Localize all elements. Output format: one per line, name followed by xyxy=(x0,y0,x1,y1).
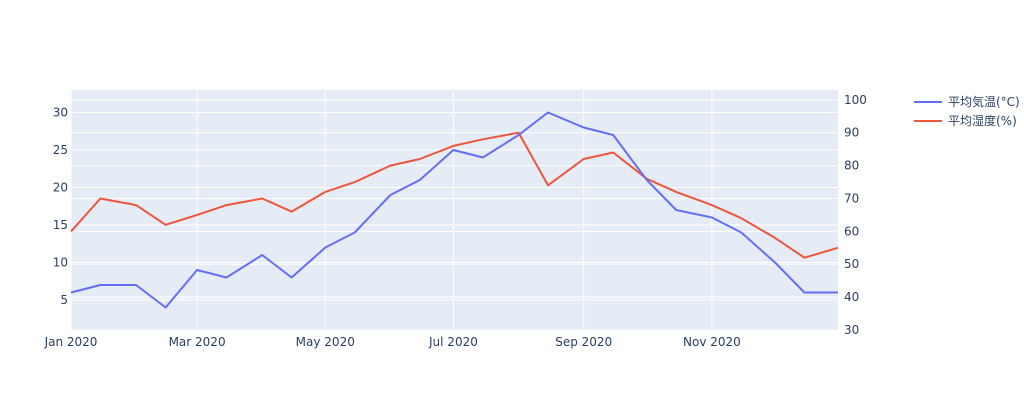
y-tick-label: 15 xyxy=(53,218,68,232)
y2-tick-label: 90 xyxy=(844,126,859,140)
x-tick-label: Mar 2020 xyxy=(169,335,226,349)
legend-label-temperature: 平均気温(°C) xyxy=(948,94,1020,109)
y-axis-right: 30 40 50 60 70 80 90 100 xyxy=(844,93,867,337)
y2-tick-label: 80 xyxy=(844,159,859,173)
x-tick-label: Sep 2020 xyxy=(555,335,612,349)
x-tick-label: Nov 2020 xyxy=(683,335,741,349)
plot-area xyxy=(71,90,838,330)
y2-tick-label: 100 xyxy=(844,93,867,107)
y-axis-left: 5 10 15 20 25 30 xyxy=(53,106,68,308)
x-axis: Jan 2020 Mar 2020 May 2020 Jul 2020 Sep 2020… xyxy=(44,335,741,349)
legend-item-humidity[interactable]: 平均湿度(%) xyxy=(914,113,1017,128)
y-tick-label: 10 xyxy=(53,256,68,270)
y-tick-label: 20 xyxy=(53,181,68,195)
y2-tick-label: 40 xyxy=(844,290,859,304)
y-tick-label: 30 xyxy=(53,106,68,120)
x-tick-label: Jul 2020 xyxy=(428,335,478,349)
x-tick-label: Jan 2020 xyxy=(44,335,98,349)
y-tick-label: 25 xyxy=(53,143,68,157)
x-tick-label: May 2020 xyxy=(296,335,355,349)
legend[interactable]: 平均気温(°C) 平均湿度(%) xyxy=(914,94,1020,128)
series-lines xyxy=(70,111,839,309)
legend-item-temperature[interactable]: 平均気温(°C) xyxy=(914,94,1020,109)
y2-tick-label: 70 xyxy=(844,191,859,205)
series-line-temperature xyxy=(70,111,838,309)
legend-label-humidity: 平均湿度(%) xyxy=(948,113,1017,128)
y2-tick-label: 60 xyxy=(844,224,859,238)
y2-tick-label: 30 xyxy=(844,323,859,337)
y2-tick-label: 50 xyxy=(844,257,859,271)
series-line-humidity xyxy=(70,131,839,259)
y-tick-label: 5 xyxy=(60,293,68,307)
